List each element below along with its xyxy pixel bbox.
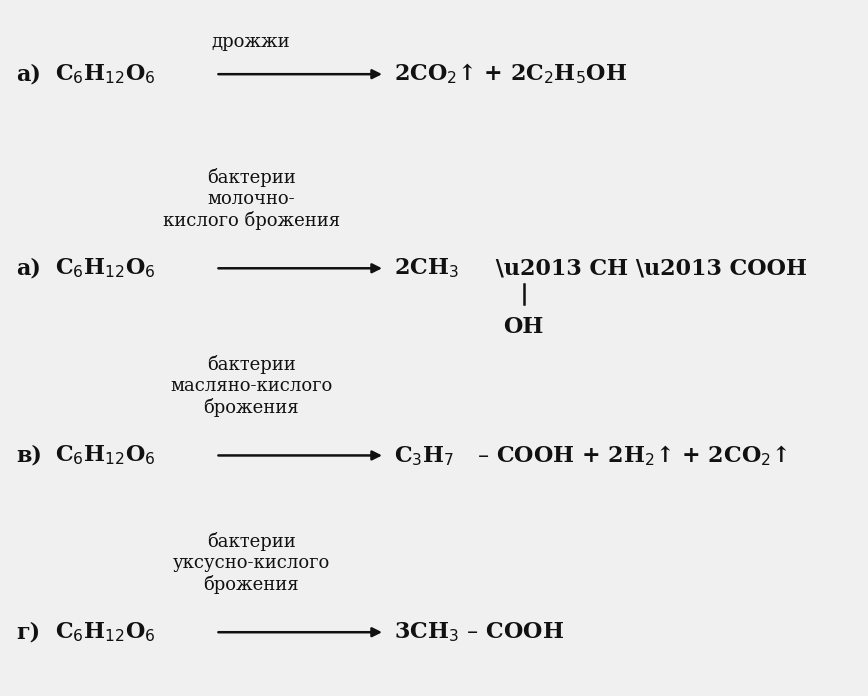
Text: дрожжи: дрожжи: [212, 33, 291, 51]
Text: г): г): [16, 622, 40, 643]
Text: C$_3$H$_7$   – COOH + 2H$_2$↑ + 2CO$_2$↑: C$_3$H$_7$ – COOH + 2H$_2$↑ + 2CO$_2$↑: [394, 443, 787, 468]
Text: OH: OH: [503, 316, 544, 338]
Text: \u2013 CH \u2013 COOH: \u2013 CH \u2013 COOH: [489, 258, 807, 279]
Text: 3CH$_3$ – COOH: 3CH$_3$ – COOH: [394, 620, 564, 644]
Text: C$_6$H$_{12}$O$_6$: C$_6$H$_{12}$O$_6$: [55, 63, 155, 86]
Text: C$_6$H$_{12}$O$_6$: C$_6$H$_{12}$O$_6$: [55, 620, 155, 644]
Text: 2CO$_2$↑ + 2C$_2$H$_5$OH: 2CO$_2$↑ + 2C$_2$H$_5$OH: [394, 62, 628, 86]
Text: C$_6$H$_{12}$O$_6$: C$_6$H$_{12}$O$_6$: [55, 257, 155, 280]
Text: а): а): [16, 258, 41, 279]
Text: C$_6$H$_{12}$O$_6$: C$_6$H$_{12}$O$_6$: [55, 443, 155, 467]
Text: а): а): [16, 63, 41, 85]
Text: бактерии
уксусно-кислого
брожения: бактерии уксусно-кислого брожения: [173, 532, 330, 594]
Text: в): в): [16, 445, 42, 466]
Text: 2CH$_3$: 2CH$_3$: [394, 257, 459, 280]
Text: бактерии
молочно-
кислого брожения: бактерии молочно- кислого брожения: [162, 168, 339, 230]
Text: бактерии
масляно-кислого
брожения: бактерии масляно-кислого брожения: [170, 355, 332, 417]
